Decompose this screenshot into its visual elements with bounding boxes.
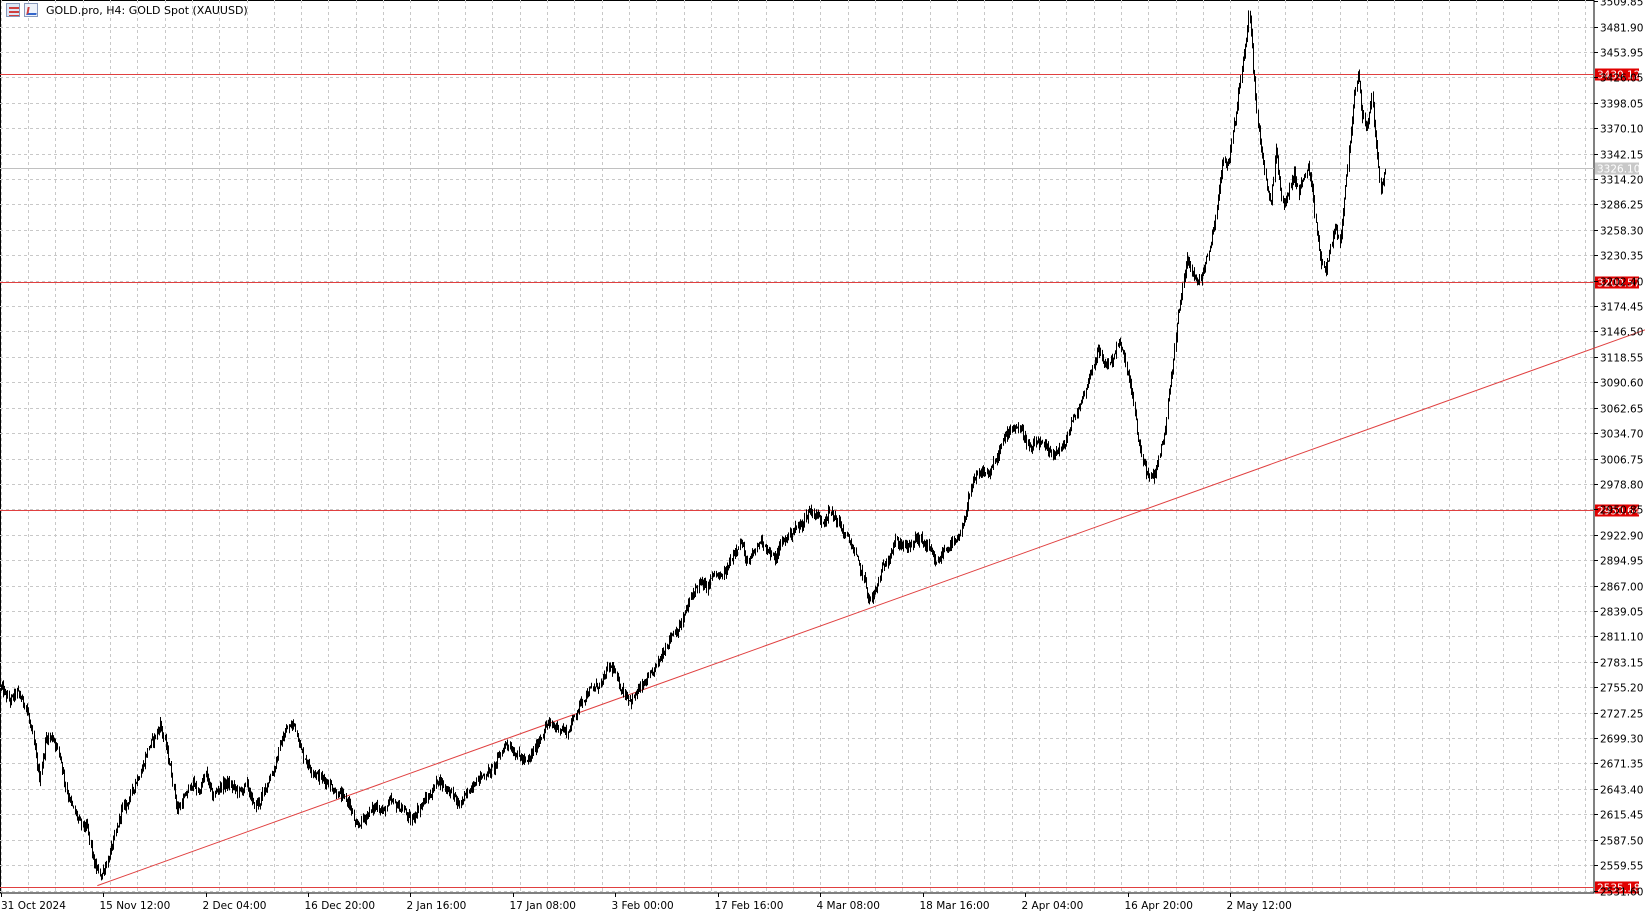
x-tick-label: 2 Apr 04:00	[1022, 900, 1084, 912]
y-tick-label: 2559.55	[1600, 861, 1643, 873]
y-tick-label: 3146.50	[1600, 327, 1643, 339]
y-tick-label: 2839.05	[1600, 607, 1643, 619]
y-tick-label: 2978.80	[1600, 480, 1643, 492]
y-tick-label: 2531.60	[1600, 887, 1643, 899]
level-price-label: 2535.18	[1597, 883, 1640, 895]
x-tick-label: 31 Oct 2024	[1, 900, 66, 912]
x-tick-label: 17 Jan 08:00	[510, 900, 576, 912]
x-tick-label: 2 May 12:00	[1227, 900, 1292, 912]
x-tick-label: 3 Feb 00:00	[612, 900, 674, 912]
y-tick-label: 3034.70	[1600, 429, 1643, 441]
y-tick-label: 2950.85	[1600, 505, 1643, 517]
y-tick-label: 3006.75	[1600, 455, 1643, 467]
y-tick-label: 3230.35	[1600, 251, 1643, 263]
y-tick-label: 3398.05	[1600, 99, 1643, 111]
x-tick-label: 17 Feb 16:00	[715, 900, 784, 912]
chart-title-bar: GOLD.pro, H4: GOLD Spot (XAUUSD)	[6, 3, 248, 17]
x-tick-label: 15 Nov 12:00	[100, 900, 171, 912]
x-tick-label: 2 Dec 04:00	[203, 900, 267, 912]
y-tick-label: 3118.55	[1600, 353, 1643, 365]
chart-window-icon[interactable]	[24, 3, 38, 17]
level-price-badge	[1595, 276, 1639, 289]
x-tick-label: 2 Jan 16:00	[407, 900, 467, 912]
y-tick-label: 2811.10	[1600, 632, 1643, 644]
x-tick-label: 4 Mar 08:00	[817, 900, 880, 912]
level-price-badge	[1595, 68, 1639, 81]
level-price-label: 3200.57	[1597, 278, 1640, 290]
y-tick-label: 3202.40	[1600, 277, 1643, 289]
y-tick-label: 3174.45	[1600, 302, 1643, 314]
y-tick-label: 3509.85	[1600, 0, 1643, 9]
x-tick-label: 16 Apr 20:00	[1125, 900, 1193, 912]
current-price-badge	[1595, 162, 1639, 175]
grid-menu-icon[interactable]	[6, 3, 20, 17]
y-tick-label: 2643.40	[1600, 785, 1643, 797]
y-tick-label: 2727.25	[1600, 709, 1643, 721]
y-tick-label: 2699.30	[1600, 734, 1643, 746]
y-tick-label: 2671.35	[1600, 759, 1643, 771]
y-tick-label: 3314.20	[1600, 175, 1643, 187]
y-tick-label: 3453.95	[1600, 48, 1643, 60]
y-tick-label: 2783.15	[1600, 658, 1643, 670]
symbol-title: GOLD.pro, H4: GOLD Spot (XAUUSD)	[46, 3, 248, 17]
x-tick-label: 16 Dec 20:00	[305, 900, 376, 912]
y-tick-label: 2615.45	[1600, 810, 1643, 822]
y-tick-label: 3258.30	[1600, 226, 1643, 238]
y-tick-label: 2922.90	[1600, 531, 1643, 543]
y-tick-label: 3090.60	[1600, 378, 1643, 390]
x-tick-label: 18 Mar 16:00	[920, 900, 990, 912]
y-tick-label: 3342.15	[1600, 150, 1643, 162]
trendline[interactable]	[97, 325, 1645, 887]
y-tick-label: 3481.90	[1600, 23, 1643, 35]
y-tick-label: 2587.50	[1600, 836, 1643, 848]
y-tick-label: 3426.05	[1600, 73, 1643, 85]
level-price-label: 2950.64	[1597, 506, 1641, 518]
y-tick-label: 3062.65	[1600, 404, 1643, 416]
current-price-label: 3326.10	[1597, 164, 1640, 176]
y-tick-label: 2755.20	[1600, 683, 1643, 695]
y-tick-label: 2894.95	[1600, 556, 1643, 568]
y-tick-label: 2867.00	[1600, 582, 1643, 594]
y-tick-label: 3370.10	[1600, 124, 1643, 136]
level-price-label: 3430.12	[1597, 70, 1640, 82]
y-tick-label: 3286.25	[1600, 200, 1643, 212]
level-price-badge	[1595, 881, 1639, 894]
level-price-badge	[1595, 504, 1639, 517]
plot-frame	[0, 0, 1595, 894]
